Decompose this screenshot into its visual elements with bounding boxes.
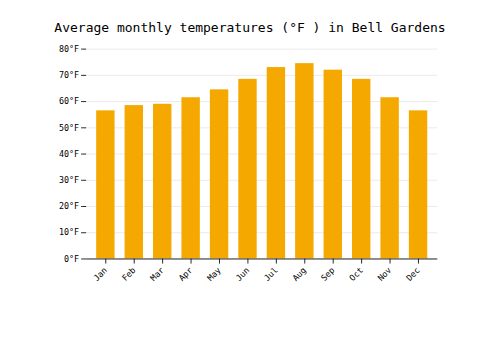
svg-text:Mar: Mar bbox=[148, 265, 166, 283]
svg-text:0°F: 0°F bbox=[64, 254, 79, 264]
svg-text:Feb: Feb bbox=[120, 265, 138, 283]
svg-text:Aug: Aug bbox=[290, 265, 308, 283]
svg-text:Dec: Dec bbox=[404, 265, 422, 283]
svg-text:60°F: 60°F bbox=[59, 96, 79, 106]
svg-text:50°F: 50°F bbox=[59, 122, 79, 132]
html-text:Average monthly temperatures (: Average monthly temperatures (°F ) in Be… bbox=[54, 20, 446, 35]
svg-text:80°F: 80°F bbox=[59, 44, 79, 54]
svg-text:Oct: Oct bbox=[347, 265, 365, 283]
svg-text:30°F: 30°F bbox=[59, 175, 79, 185]
svg-text:Apr: Apr bbox=[177, 265, 195, 283]
svg-text:Jul: Jul bbox=[262, 265, 280, 283]
svg-text:Jan: Jan bbox=[91, 265, 109, 283]
svg-text:40°F: 40°F bbox=[59, 149, 79, 159]
svg-text:May: May bbox=[205, 265, 223, 283]
svg-text:20°F: 20°F bbox=[59, 201, 79, 211]
svg-text:70°F: 70°F bbox=[59, 70, 79, 80]
svg-text:Nov: Nov bbox=[376, 265, 394, 283]
svg-text:10°F: 10°F bbox=[59, 227, 79, 237]
svg-text:Jun: Jun bbox=[233, 265, 251, 283]
svg-text:Sep: Sep bbox=[319, 265, 337, 283]
